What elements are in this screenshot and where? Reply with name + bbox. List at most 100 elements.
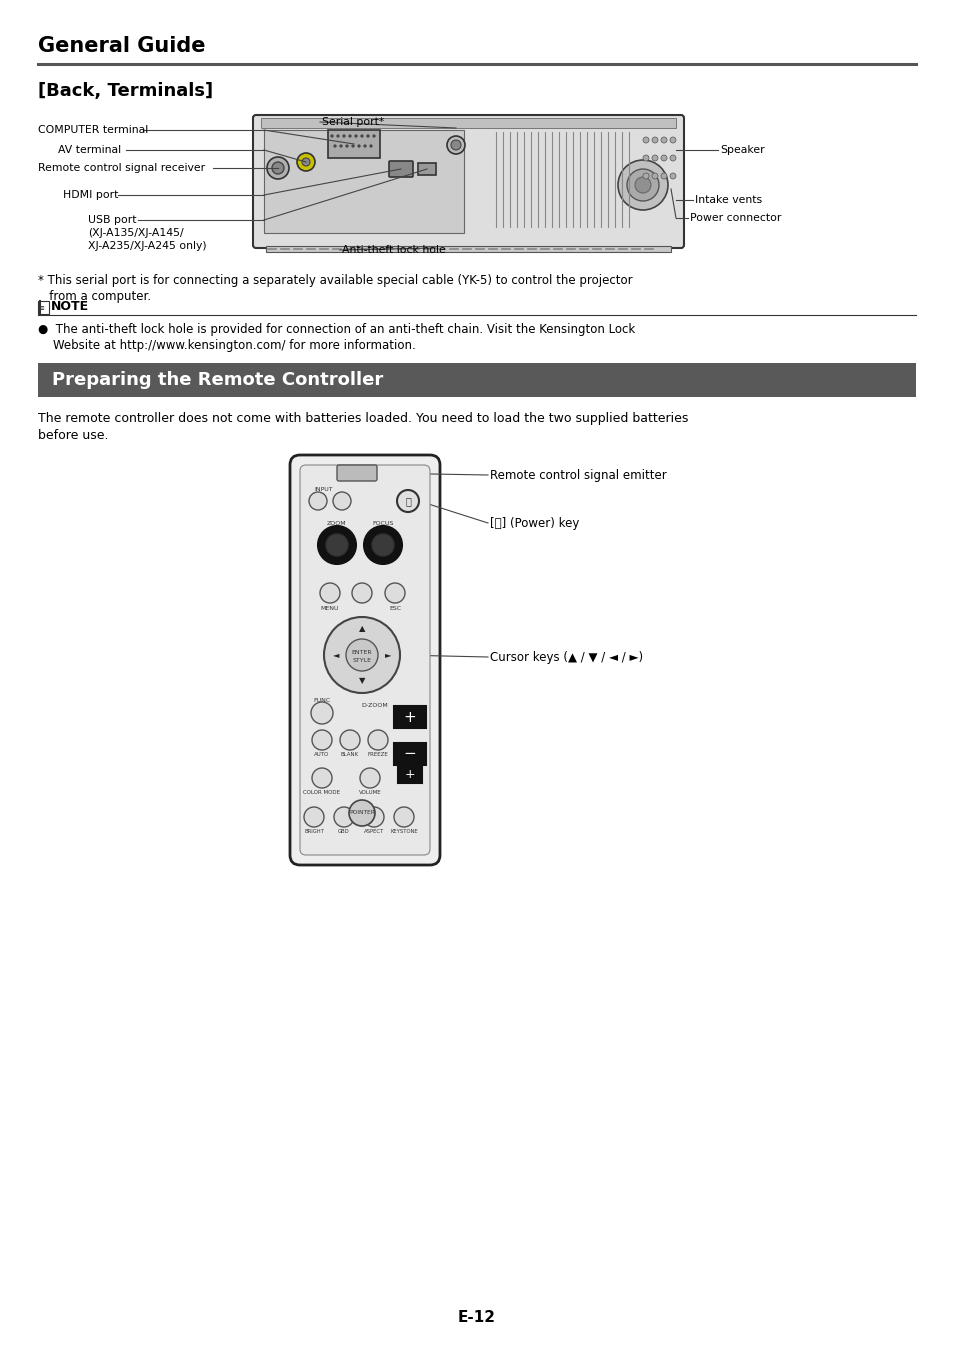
Circle shape (626, 169, 659, 201)
Text: Intake vents: Intake vents (695, 195, 761, 206)
Bar (38, 301, 49, 314)
Text: ►: ► (384, 650, 391, 660)
Circle shape (618, 160, 667, 210)
Circle shape (267, 157, 289, 178)
Text: INPUT: INPUT (314, 487, 333, 492)
Circle shape (355, 135, 356, 137)
Bar (397, 765, 421, 783)
Bar (38, 362, 915, 397)
Circle shape (360, 135, 363, 137)
Circle shape (304, 807, 324, 827)
Circle shape (660, 173, 666, 178)
Bar (328, 130, 379, 158)
Text: Anti-theft lock hole: Anti-theft lock hole (341, 245, 445, 256)
Text: ENTER: ENTER (352, 649, 372, 654)
Circle shape (349, 135, 351, 137)
Text: ESC: ESC (389, 606, 400, 611)
Text: ASPECT: ASPECT (363, 829, 384, 834)
Circle shape (660, 137, 666, 143)
Circle shape (272, 162, 284, 174)
Circle shape (394, 807, 414, 827)
Text: ◄: ◄ (333, 650, 339, 660)
FancyBboxPatch shape (253, 115, 683, 247)
Text: NOTE: NOTE (51, 300, 89, 314)
Circle shape (326, 534, 348, 556)
Text: ≡: ≡ (37, 303, 45, 314)
Text: E-12: E-12 (457, 1310, 496, 1325)
Circle shape (302, 158, 310, 166)
Circle shape (345, 145, 348, 147)
Text: The remote controller does not come with batteries loaded. You need to load the : The remote controller does not come with… (38, 412, 688, 425)
Bar (264, 130, 463, 233)
Text: AV terminal: AV terminal (58, 145, 121, 155)
Circle shape (396, 489, 418, 512)
Text: * This serial port is for connecting a separately available special cable (YK-5): * This serial port is for connecting a s… (38, 274, 632, 287)
Circle shape (339, 145, 342, 147)
Text: [⏻] (Power) key: [⏻] (Power) key (490, 516, 578, 530)
Circle shape (359, 768, 379, 788)
Circle shape (364, 807, 384, 827)
Text: Serial port*: Serial port* (322, 118, 384, 127)
Circle shape (368, 730, 388, 750)
Circle shape (319, 583, 339, 603)
Text: Remote control signal receiver: Remote control signal receiver (38, 164, 205, 173)
Text: POINTER: POINTER (349, 810, 375, 815)
Text: ⏻: ⏻ (405, 496, 411, 506)
Circle shape (311, 702, 333, 725)
Circle shape (660, 155, 666, 161)
Circle shape (669, 137, 676, 143)
Circle shape (366, 135, 369, 137)
Text: Preparing the Remote Controller: Preparing the Remote Controller (52, 370, 383, 389)
Circle shape (309, 492, 327, 510)
Text: ▲: ▲ (358, 625, 365, 634)
Circle shape (447, 137, 464, 154)
Circle shape (312, 768, 332, 788)
Text: Website at http://www.kensington.com/ for more information.: Website at http://www.kensington.com/ fo… (38, 339, 416, 352)
Text: ●  The anti-theft lock hole is provided for connection of an anti-theft chain. V: ● The anti-theft lock hole is provided f… (38, 323, 635, 337)
Circle shape (451, 141, 460, 150)
Text: Cursor keys (▲ / ▼ / ◄ / ►): Cursor keys (▲ / ▼ / ◄ / ►) (490, 650, 642, 664)
Circle shape (651, 137, 658, 143)
Circle shape (642, 155, 648, 161)
Bar (394, 706, 426, 727)
Circle shape (331, 135, 333, 137)
Text: BLANK: BLANK (340, 752, 358, 757)
Circle shape (370, 145, 372, 147)
Circle shape (352, 583, 372, 603)
Circle shape (334, 807, 354, 827)
Circle shape (635, 177, 650, 193)
Text: +: + (403, 710, 416, 725)
Text: KEYSTONE: KEYSTONE (390, 829, 417, 834)
Text: ZOOM: ZOOM (327, 521, 347, 526)
Circle shape (372, 534, 394, 556)
Text: −: − (403, 746, 416, 761)
Circle shape (339, 730, 359, 750)
Circle shape (357, 145, 360, 147)
Text: D-ZOOM: D-ZOOM (361, 703, 388, 708)
Circle shape (669, 155, 676, 161)
Circle shape (651, 155, 658, 161)
Text: FOCUS: FOCUS (372, 521, 394, 526)
Text: FUNC: FUNC (313, 698, 331, 703)
Circle shape (385, 583, 405, 603)
Text: STYLE: STYLE (352, 657, 371, 662)
Circle shape (373, 135, 375, 137)
Circle shape (342, 135, 345, 137)
Circle shape (352, 145, 354, 147)
Text: Remote control signal emitter: Remote control signal emitter (490, 469, 666, 481)
Text: ▼: ▼ (358, 676, 365, 685)
Text: VOLUME: VOLUME (358, 790, 381, 795)
Circle shape (642, 173, 648, 178)
Text: COLOR MODE: COLOR MODE (303, 790, 340, 795)
Text: from a computer.: from a computer. (38, 289, 151, 303)
Bar (266, 246, 670, 251)
Text: BRIGHT: BRIGHT (304, 829, 324, 834)
Circle shape (336, 135, 339, 137)
Text: General Guide: General Guide (38, 37, 205, 55)
Bar (261, 118, 676, 128)
Text: COMPUTER terminal: COMPUTER terminal (38, 124, 148, 135)
Circle shape (312, 730, 332, 750)
Circle shape (642, 137, 648, 143)
Text: Power connector: Power connector (689, 214, 781, 223)
FancyBboxPatch shape (290, 456, 439, 865)
